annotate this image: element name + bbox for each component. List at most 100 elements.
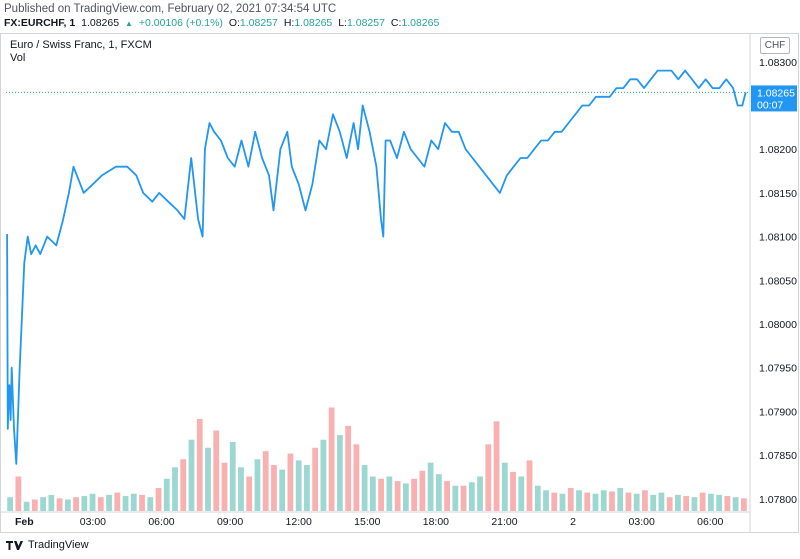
volume-bar	[155, 488, 162, 511]
volume-bar	[658, 492, 665, 511]
volume-bar	[419, 470, 426, 511]
chart-frame[interactable]	[0, 33, 799, 533]
published-line: Published on TradingView.com, February 0…	[4, 3, 337, 15]
volume-bar	[683, 496, 690, 511]
volume-bar	[320, 439, 327, 511]
chart-legend: Euro / Swiss Franc, 1, FXCM Vol	[10, 39, 152, 65]
volume-bar	[724, 496, 731, 511]
countdown-label: 00:07	[757, 99, 783, 111]
x-tick-label: 09:00	[217, 516, 243, 528]
volume-bar	[229, 442, 236, 511]
volume-bar	[56, 498, 63, 511]
volume-bar	[89, 493, 96, 511]
open-value: 1.08257	[239, 17, 278, 29]
volume-bar	[64, 499, 71, 511]
last-price-tag	[751, 85, 797, 112]
volume-bar	[122, 496, 129, 511]
volume-bar	[48, 494, 55, 511]
volume-bar	[271, 465, 277, 511]
volume-bar	[609, 491, 615, 511]
volume-bar	[625, 492, 632, 511]
volume-bar	[477, 476, 483, 511]
volume-bar	[493, 421, 500, 511]
volume-bar	[196, 419, 203, 511]
volume-bar	[378, 478, 385, 511]
volume-bar	[716, 494, 723, 511]
quote-line: FX:EURCHF, 1 1.08265 ▲ +0.00106 (+0.1%) …	[4, 17, 439, 29]
volume-bar	[361, 465, 368, 511]
price-line	[6, 69, 747, 465]
volume-bar	[675, 494, 681, 511]
volume-bar	[353, 444, 360, 511]
volume-bar	[114, 492, 121, 511]
y-tick-label: 1.07950	[759, 363, 797, 375]
volume-bar	[650, 494, 657, 511]
last-price-label: 1.08265	[757, 87, 795, 99]
volume-bar	[23, 501, 30, 511]
volume-bar	[221, 462, 228, 511]
price-change: +0.00106 (+0.1%)	[138, 17, 223, 29]
volume-bar	[576, 490, 582, 511]
volume-bar	[444, 481, 450, 511]
volume-bar	[147, 497, 154, 511]
volume-bar	[139, 494, 145, 511]
volume-bar	[699, 492, 706, 511]
volume-bar	[73, 497, 79, 511]
x-tick-label: 21:00	[491, 516, 517, 528]
volume-bar	[172, 467, 178, 511]
volume-bar	[518, 476, 525, 511]
close-label: C:	[390, 17, 402, 29]
y-tick-label: 1.07800	[759, 494, 797, 506]
x-tick-label: 12:00	[286, 516, 312, 528]
volume-bar	[337, 435, 343, 511]
volume-bar	[213, 430, 220, 511]
x-tick-label: 06:00	[148, 516, 174, 528]
footer-brand: TradingView	[6, 539, 89, 551]
volume-bar	[163, 478, 170, 511]
volume-bar	[394, 481, 401, 511]
x-tick-label: 03:00	[629, 516, 655, 528]
high-value: 1.08265	[294, 17, 333, 29]
volume-bar	[501, 462, 508, 511]
volume-bar	[386, 476, 393, 511]
volume-bar	[485, 444, 492, 511]
x-tick-label: 18:00	[423, 516, 449, 528]
x-tick-label: 06:00	[697, 516, 723, 528]
y-tick-label: 1.08050	[759, 275, 797, 287]
currency-button[interactable]: CHF	[760, 37, 790, 54]
volume-bar	[567, 488, 574, 511]
volume-legend-label: Vol	[10, 52, 26, 64]
x-tick-label: 03:00	[80, 516, 106, 528]
volume-bar	[402, 483, 409, 511]
last-price: 1.08265	[81, 17, 120, 29]
low-label: L:	[338, 17, 347, 29]
low-value: 1.08257	[346, 17, 385, 29]
y-tick-label: 1.08150	[759, 188, 797, 200]
volume-bar	[633, 493, 640, 511]
volume-bar	[180, 459, 187, 511]
volume-bar	[279, 469, 286, 511]
x-tick-label: 2	[570, 516, 576, 528]
volume-bar	[205, 447, 211, 511]
y-tick-label: 1.07850	[759, 450, 797, 462]
volume-bar	[427, 462, 434, 511]
volume-bar	[642, 490, 648, 511]
volume-bar	[304, 465, 310, 511]
tradingview-logo-icon	[6, 541, 23, 550]
volume-bar	[468, 482, 475, 511]
volume-bar	[592, 493, 599, 511]
volume-bar	[262, 451, 269, 511]
volume-bar	[106, 494, 112, 511]
volume-bar	[452, 485, 459, 511]
open-label: O:	[228, 17, 240, 29]
volume-bar	[732, 497, 739, 511]
y-tick-label: 1.08300	[759, 57, 797, 69]
y-tick-label: 1.08000	[759, 319, 797, 331]
volume-bar	[435, 474, 442, 511]
y-tick-label: 1.08100	[759, 232, 797, 244]
volume-bar	[411, 478, 417, 511]
volume-bar	[246, 476, 253, 511]
y-tick-label: 1.07900	[759, 406, 797, 418]
close-value: 1.08265	[401, 17, 440, 29]
